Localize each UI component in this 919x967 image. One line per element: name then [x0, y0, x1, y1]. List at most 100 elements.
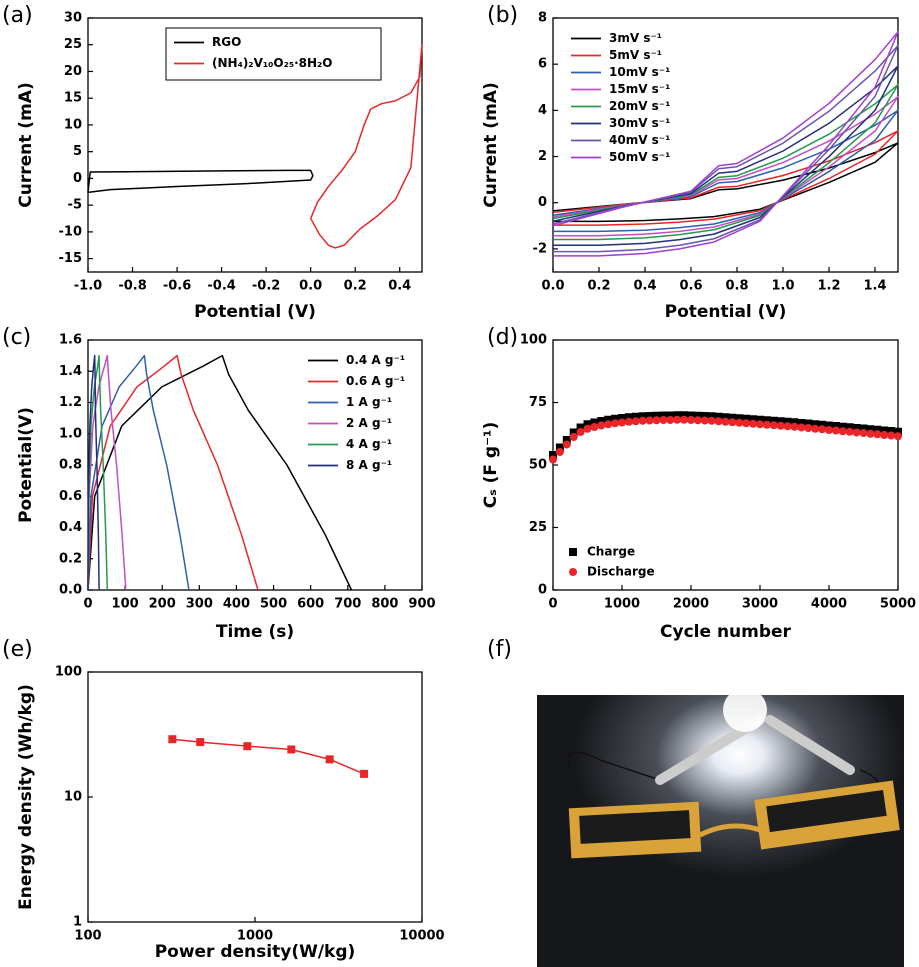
data-point — [811, 420, 820, 429]
data-point — [549, 451, 557, 459]
series-line — [309, 43, 423, 249]
data-point — [852, 428, 861, 437]
data-point — [700, 412, 709, 420]
y-tick-label: 50 — [529, 458, 547, 473]
data-point — [818, 420, 827, 429]
data-point — [680, 415, 689, 424]
x-tick-label: 1.4 — [863, 279, 886, 294]
y-tick-label: 1 — [73, 915, 82, 930]
series-line — [87, 169, 314, 194]
data-point — [804, 424, 813, 432]
x-tick-label: 1000 — [237, 929, 273, 944]
y-axis-title: Energy density (Wh/kg) — [16, 684, 36, 910]
data-point — [728, 413, 737, 422]
panel-label: (f) — [487, 637, 512, 662]
legend-label: 20mV s⁻¹ — [609, 99, 670, 113]
x-tick-label: 5000 — [880, 597, 916, 612]
y-tick-label: -5 — [68, 198, 82, 213]
y-tick-label: 0 — [538, 195, 547, 210]
y-tick-label: 1.6 — [59, 333, 82, 348]
x-tick-label: 0.4 — [633, 279, 656, 294]
y-axis-title: Current (mA) — [16, 82, 36, 207]
series-line — [552, 44, 899, 253]
legend-label: 1 A g⁻¹ — [346, 395, 392, 409]
series-line — [552, 65, 899, 246]
series-line — [552, 142, 899, 223]
data-point — [659, 416, 668, 424]
y-tick-label: 0.0 — [59, 583, 82, 598]
data-point — [569, 428, 578, 437]
data-point — [742, 414, 751, 423]
y-tick-label: 1.0 — [59, 426, 82, 441]
data-point — [562, 436, 571, 444]
data-point — [797, 419, 806, 427]
data-point — [887, 431, 896, 440]
legend-label: 30mV s⁻¹ — [609, 116, 670, 130]
x-tick-label: 0.8 — [725, 279, 748, 294]
y-axis-title: Current (mA) — [481, 82, 501, 207]
x-tick-label: 200 — [149, 597, 176, 612]
data-point — [831, 426, 840, 435]
data-point — [666, 416, 675, 424]
series-line — [87, 354, 109, 591]
data-point — [611, 414, 620, 423]
data-point — [168, 735, 177, 744]
data-point — [700, 416, 709, 425]
data-point — [894, 427, 902, 436]
data-point — [562, 440, 571, 449]
data-point — [707, 412, 716, 421]
data-point — [797, 423, 806, 432]
x-tick-label: 4000 — [811, 597, 847, 612]
series-line — [552, 95, 899, 237]
x-tick-label: 800 — [371, 597, 398, 612]
data-point — [659, 411, 668, 420]
y-tick-label: 15 — [64, 91, 82, 106]
photo — [537, 688, 904, 967]
data-point — [576, 423, 585, 432]
data-point — [360, 769, 369, 778]
x-tick-label: -1.0 — [74, 279, 102, 294]
legend-label: Charge — [587, 545, 635, 559]
data-point — [769, 416, 778, 425]
y-axis-title: Cₛ (F g⁻¹) — [481, 422, 501, 509]
x-tick-label: 700 — [334, 597, 361, 612]
data-point — [638, 416, 647, 425]
data-point — [756, 415, 764, 424]
data-point — [624, 417, 633, 426]
legend-label: 4 A g⁻¹ — [346, 437, 392, 451]
data-point — [859, 424, 868, 433]
data-point — [776, 421, 785, 430]
led-glow — [723, 688, 767, 732]
data-point — [714, 412, 723, 421]
series-line — [552, 130, 899, 226]
data-point — [576, 428, 585, 436]
data-point — [583, 424, 592, 433]
y-tick-label: 25 — [529, 520, 547, 535]
x-tick-label: 0 — [83, 597, 92, 612]
data-point — [196, 738, 205, 747]
y-tick-label: 0.8 — [59, 458, 82, 473]
series-line — [87, 354, 353, 591]
y-tick-label: 0.6 — [59, 489, 82, 504]
data-point — [845, 427, 854, 436]
plot-frame — [87, 17, 423, 273]
x-tick-label: 0.4 — [388, 279, 411, 294]
data-point — [611, 419, 620, 428]
x-axis-title: Cycle number — [660, 622, 792, 642]
y-tick-label: 1.2 — [59, 395, 82, 410]
data-point — [887, 427, 896, 435]
y-tick-label: 100 — [55, 665, 82, 680]
data-point — [783, 417, 792, 426]
data-point — [597, 421, 606, 430]
y-tick-label: 0 — [73, 171, 82, 186]
data-point — [693, 416, 702, 425]
panel-label: (c) — [2, 325, 31, 350]
data-point — [838, 422, 847, 431]
y-tick-label: 2 — [538, 149, 547, 164]
panel-label: (d) — [487, 325, 518, 350]
y-tick-label: 8 — [538, 11, 547, 26]
series-line — [552, 109, 899, 233]
data-point — [873, 430, 882, 439]
legend-label: 0.4 A g⁻¹ — [346, 353, 405, 367]
